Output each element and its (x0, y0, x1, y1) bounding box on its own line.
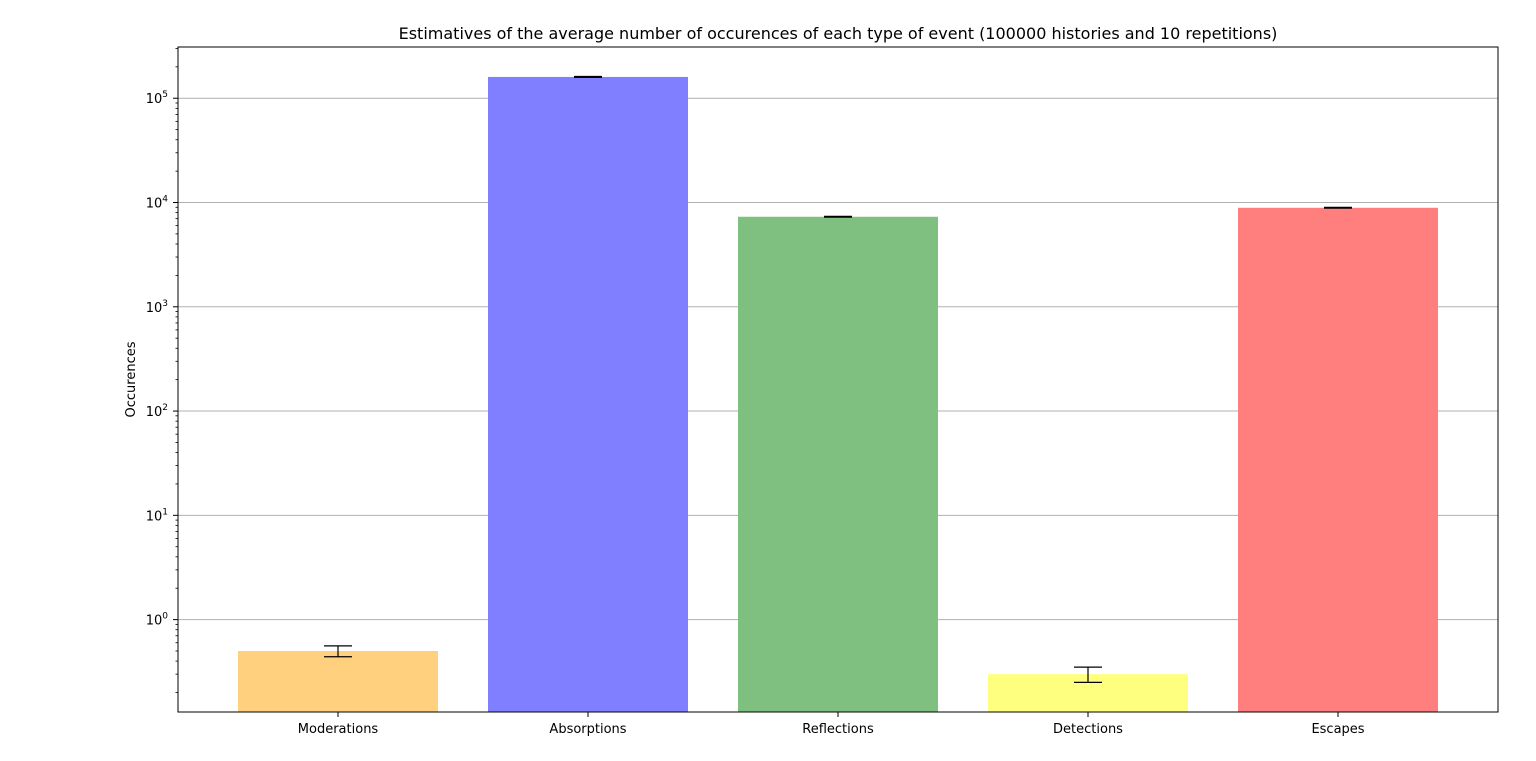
y-tick-exponent: 4 (162, 195, 168, 205)
x-tick-label: Reflections (802, 722, 874, 737)
bar-escapes (1238, 207, 1438, 712)
y-tick-base: 10 (146, 614, 163, 629)
y-axis-label: Occurences (124, 341, 139, 417)
y-tick-label: 105 (146, 90, 168, 107)
x-tick-label: Escapes (1311, 722, 1364, 737)
x-tick-label: Moderations (298, 722, 379, 737)
y-tick-base: 10 (146, 92, 163, 107)
y-tick-exponent: 5 (162, 90, 168, 100)
bar-reflections (738, 216, 938, 712)
y-tick-base: 10 (146, 509, 163, 524)
y-tick-label: 102 (146, 403, 168, 420)
x-tick-label: Detections (1053, 722, 1123, 737)
plot-frame (177, 46, 1499, 713)
y-tick-label: 104 (146, 195, 169, 212)
chart-title: Estimatives of the average number of occ… (399, 24, 1278, 43)
bar-absorptions (488, 76, 688, 712)
x-tick-label: Absorptions (549, 722, 626, 737)
y-tick-label: 101 (146, 507, 168, 524)
bars (238, 76, 1438, 712)
error-bars (324, 75, 1352, 683)
y-tick-base: 10 (146, 301, 163, 316)
y-tick-base: 10 (146, 405, 163, 420)
bar-moderations (238, 650, 438, 712)
y-tick-label: 103 (146, 299, 168, 316)
y-tick-label: 100 (146, 612, 169, 629)
y-tick-exponent: 1 (162, 507, 168, 517)
y-tick-exponent: 3 (162, 299, 168, 309)
y-tick-exponent: 2 (162, 403, 168, 413)
y-tick-exponent: 0 (162, 612, 168, 622)
y-tick-base: 10 (146, 197, 163, 212)
x-ticks: Moderations Absorptions Reflections Detecti… (298, 712, 1365, 737)
